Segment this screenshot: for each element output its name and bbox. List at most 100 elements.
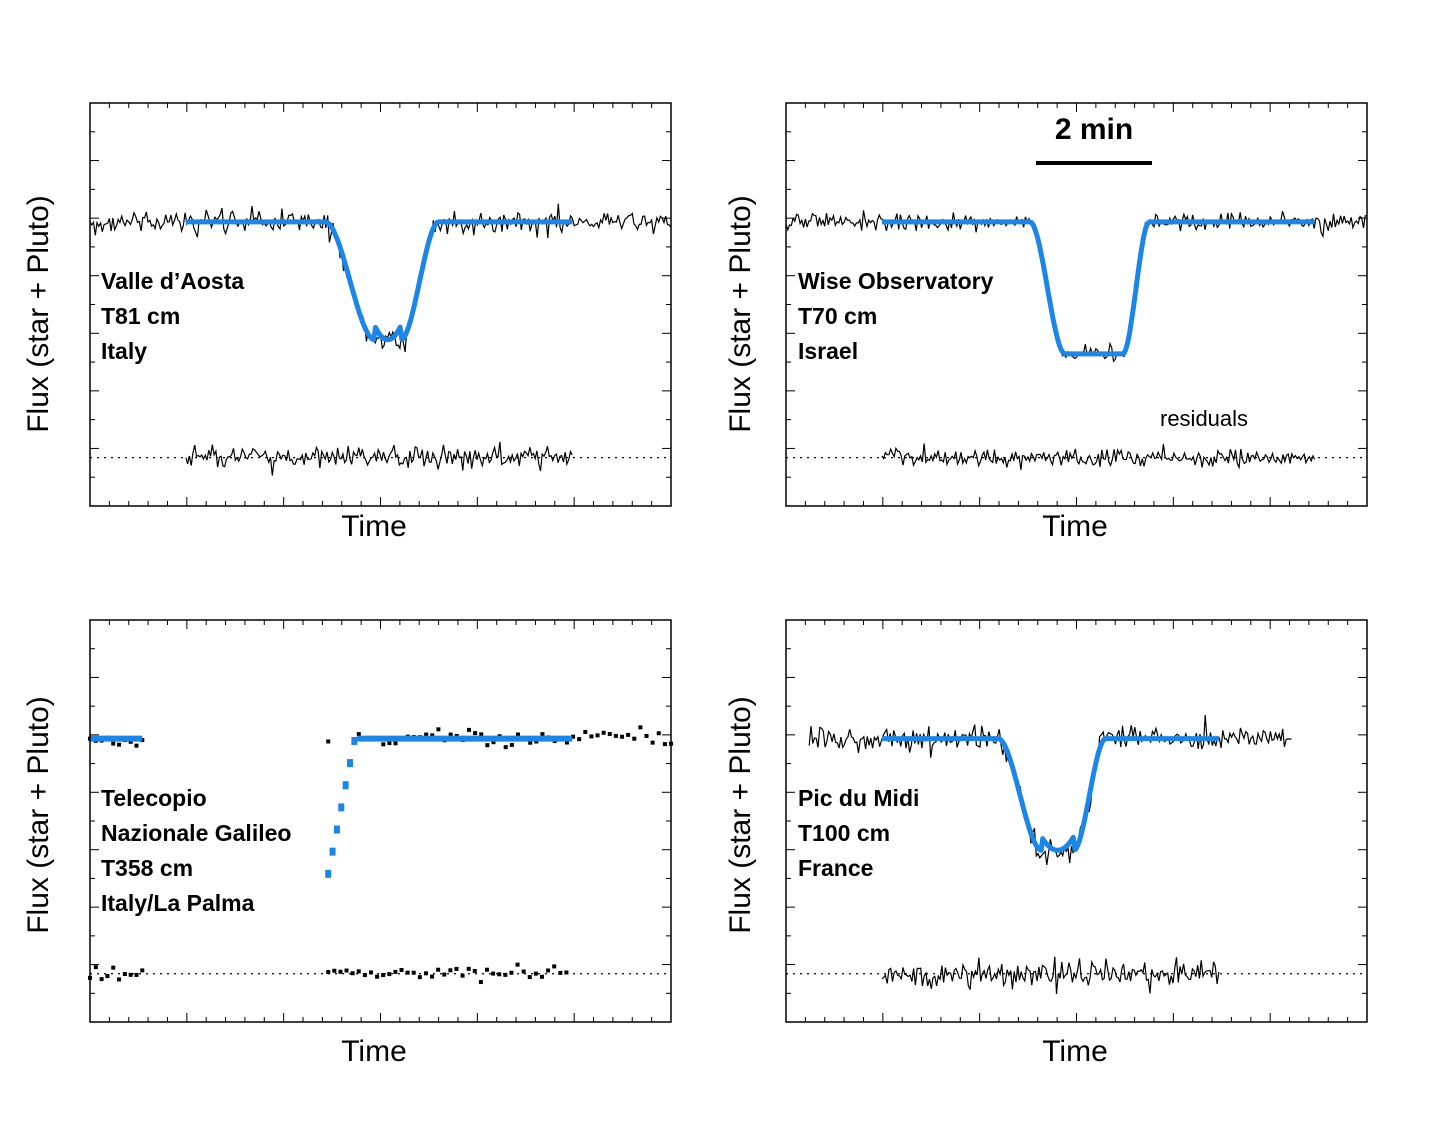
- residual-point: [478, 980, 483, 985]
- site-annotation-line: Italy/La Palma: [101, 890, 255, 916]
- data-point: [650, 740, 655, 745]
- data-point: [448, 732, 453, 737]
- residual-point: [111, 965, 116, 970]
- data-point: [485, 743, 490, 748]
- y-axis-label: Flux (star + Pluto): [724, 195, 757, 433]
- data-point: [387, 741, 392, 746]
- data-point: [564, 740, 569, 745]
- model-ingress-dash: [351, 736, 358, 745]
- residual-point: [460, 973, 465, 978]
- model-ingress-dash: [346, 759, 353, 768]
- data-point: [638, 725, 643, 730]
- residual-point: [381, 973, 386, 978]
- residual-point: [93, 965, 98, 970]
- residual-point: [491, 971, 496, 976]
- data-point: [491, 740, 496, 745]
- residual-point: [134, 972, 139, 977]
- data-point: [111, 741, 116, 746]
- data-point: [607, 732, 612, 737]
- chart-panel-top-left: Flux (star + Pluto) Time Valle d’Aosta T81 …: [22, 102, 672, 543]
- residual-point: [497, 972, 502, 977]
- residual-point: [515, 962, 520, 967]
- data-point: [632, 736, 637, 741]
- residual-point: [122, 971, 127, 976]
- data-point: [479, 732, 484, 737]
- residual-point: [466, 966, 471, 971]
- residual-point: [503, 972, 508, 977]
- chart-panel-bottom-left: Flux (star + Pluto) Time Telecopio Nazional…: [22, 619, 673, 1068]
- model-ingress-dash: [329, 847, 336, 856]
- residual-point: [99, 977, 104, 982]
- data-point: [473, 731, 478, 736]
- site-annotation-line: T358 cm: [101, 855, 193, 881]
- residual-point: [387, 972, 392, 977]
- residual-point: [546, 968, 551, 973]
- data-point: [503, 745, 508, 750]
- site-annotation-line: T81 cm: [101, 303, 180, 329]
- model-ingress-dash: [325, 869, 332, 878]
- site-annotation-line: Valle d’Aosta: [101, 268, 244, 294]
- data-point: [540, 732, 545, 737]
- residual-point: [399, 967, 404, 972]
- data-point: [117, 742, 122, 747]
- model-ingress-dash: [338, 803, 345, 812]
- y-axis-label: Flux (star + Pluto): [22, 195, 55, 433]
- site-annotation-line: Italy: [101, 338, 147, 364]
- residual-point: [485, 967, 490, 972]
- data-point: [509, 742, 514, 747]
- residual-point: [411, 970, 416, 975]
- residual-point: [344, 968, 349, 973]
- data-point: [326, 739, 331, 744]
- site-annotation-line: Nazionale Galileo: [101, 820, 291, 846]
- chart-panel-top-right: Flux (star + Pluto) Time Wise Observatory T…: [724, 102, 1368, 543]
- residuals-line: [881, 443, 1316, 470]
- residual-point: [552, 964, 557, 969]
- data-point: [134, 743, 139, 748]
- residual-point: [472, 968, 477, 973]
- data-point: [436, 727, 441, 732]
- site-annotation-line: Pic du Midi: [798, 785, 919, 811]
- site-annotation-line: T100 cm: [798, 820, 890, 846]
- residual-point: [350, 971, 355, 976]
- data-point: [626, 732, 631, 737]
- residual-point: [423, 971, 428, 976]
- data-point: [595, 733, 600, 738]
- residuals-line: [185, 441, 573, 476]
- model-ingress-dash: [342, 781, 349, 790]
- y-axis-label: Flux (star + Pluto): [22, 696, 55, 934]
- scale-bar-label: 2 min: [1055, 113, 1133, 146]
- data-point: [589, 734, 594, 739]
- residual-point: [509, 970, 514, 975]
- residual-point: [338, 969, 343, 974]
- residual-point: [105, 974, 110, 979]
- data-point: [466, 727, 471, 732]
- residual-point: [417, 975, 422, 980]
- y-axis-label: Flux (star + Pluto): [724, 696, 757, 934]
- residual-point: [375, 974, 380, 979]
- residual-point: [436, 967, 441, 972]
- residual-point: [533, 971, 538, 976]
- site-annotation-line: T70 cm: [798, 303, 877, 329]
- residual-point: [128, 972, 133, 977]
- data-point: [393, 741, 398, 746]
- data-point: [601, 730, 606, 735]
- x-axis-label: Time: [341, 1035, 407, 1068]
- site-annotation-line: France: [798, 855, 873, 881]
- residual-point: [326, 969, 331, 974]
- residual-point: [454, 966, 459, 971]
- residual-point: [430, 974, 435, 979]
- model-ingress-dash: [333, 825, 340, 834]
- residual-point: [405, 970, 410, 975]
- data-point: [613, 733, 618, 738]
- residual-point: [558, 970, 563, 975]
- site-annotation-line: Wise Observatory: [798, 268, 994, 294]
- residual-point: [117, 977, 122, 982]
- residual-point: [393, 969, 398, 974]
- x-axis-label: Time: [341, 510, 407, 543]
- residual-point: [356, 969, 361, 974]
- data-point: [662, 742, 667, 747]
- model-fit-curve: [881, 219, 1316, 357]
- data-point: [356, 732, 361, 737]
- residual-point: [521, 969, 526, 974]
